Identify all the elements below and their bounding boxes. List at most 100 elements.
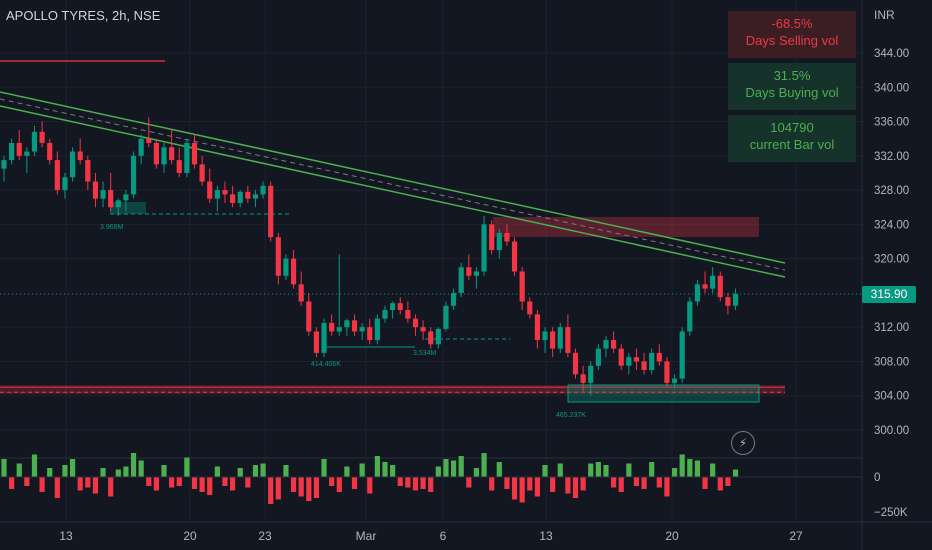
- bolt-icon[interactable]: ⚡: [731, 431, 755, 455]
- candle-body: [207, 181, 213, 199]
- candle-body: [473, 271, 480, 276]
- candle-body: [664, 361, 670, 383]
- volume-bar: [313, 477, 320, 498]
- candle-body: [611, 340, 617, 349]
- volume-bar: [306, 477, 312, 501]
- candle-body: [245, 191, 251, 199]
- candle-body: [542, 331, 548, 341]
- price-tick-label: 328.00: [874, 185, 909, 197]
- volume-bar: [511, 477, 518, 500]
- currency-label: INR: [874, 8, 895, 22]
- price-tick-label: 304.00: [874, 391, 909, 403]
- candle-body: [85, 160, 91, 182]
- current-bar-vol-box: 104790 current Bar vol: [728, 115, 856, 162]
- candle-body: [329, 322, 335, 332]
- candle-body: [123, 194, 129, 201]
- volume-bar: [534, 477, 540, 497]
- candle-body: [435, 328, 441, 345]
- selling-pct: -68.5%: [771, 16, 813, 31]
- volume-bar: [214, 466, 220, 477]
- candle-body: [24, 151, 30, 156]
- candle-body: [92, 181, 99, 199]
- candle-body: [450, 292, 457, 306]
- candle-body: [184, 142, 190, 173]
- candle-body: [534, 314, 540, 341]
- candle-body: [405, 310, 411, 319]
- volume-label: 465.237K: [556, 412, 586, 419]
- time-tick-label: 13: [539, 529, 553, 543]
- candle-body: [725, 297, 731, 306]
- candle-body: [115, 200, 121, 208]
- volume-bar: [123, 466, 129, 477]
- candle-body: [237, 191, 243, 203]
- volume-bar: [633, 477, 640, 486]
- volume-bar: [69, 459, 76, 477]
- volume-bar: [435, 466, 441, 477]
- candle-body: [351, 320, 358, 332]
- volume-bar: [572, 477, 579, 498]
- candle-body: [572, 352, 579, 375]
- volume-bar: [496, 462, 502, 477]
- candle-body: [100, 190, 106, 199]
- volume-bar: [390, 465, 396, 477]
- volume-bar: [664, 477, 670, 497]
- candle-body: [671, 378, 678, 383]
- volume-bar: [130, 453, 137, 477]
- buying-pct: 31.5%: [773, 68, 811, 83]
- volume-bar: [283, 465, 289, 477]
- volume-bar: [161, 465, 167, 477]
- volume-bar: [54, 477, 60, 498]
- price-tick-label: 336.00: [874, 117, 909, 129]
- candle-body: [496, 232, 502, 251]
- volume-bar: [595, 462, 601, 477]
- candle-body: [230, 194, 236, 203]
- volume-bar: [618, 477, 624, 492]
- volume-bar: [412, 477, 419, 491]
- buying-label: Days Buying vol: [745, 85, 839, 100]
- candle-body: [603, 340, 609, 349]
- candle-body: [382, 310, 388, 319]
- volume-bar: [710, 463, 716, 477]
- volume-bar: [694, 460, 701, 477]
- candle-body: [214, 190, 220, 199]
- support-zone: [0, 385, 785, 395]
- volume-bar: [290, 477, 297, 492]
- volume-bar: [717, 477, 723, 491]
- price-tick-label: 320.00: [874, 254, 909, 266]
- candle-body: [283, 258, 289, 276]
- volume-bar: [1, 459, 7, 477]
- candle-body: [550, 331, 556, 349]
- candle-body: [504, 232, 510, 242]
- candle-body: [595, 348, 601, 366]
- time-tick-label: 13: [59, 529, 73, 543]
- volume-bar: [367, 477, 373, 494]
- candle-body: [374, 318, 380, 341]
- volume-bar: [176, 477, 182, 486]
- volume-bar: [679, 454, 685, 477]
- price-tick-label: 340.00: [874, 82, 909, 94]
- candle-body: [466, 267, 472, 276]
- candle-body: [268, 185, 274, 238]
- volume-bar: [100, 468, 106, 477]
- candle-body: [54, 160, 60, 191]
- candle-body: [1, 160, 7, 169]
- candle-body: [298, 284, 304, 302]
- candle-body: [702, 284, 708, 289]
- candle-body: [47, 142, 53, 161]
- candle-body: [458, 267, 464, 293]
- candle-body: [199, 164, 205, 182]
- candle-body: [344, 320, 350, 328]
- time-tick-label: 6: [440, 529, 447, 543]
- candle-body: [108, 190, 114, 208]
- volume-bar: [542, 465, 548, 477]
- candle-body: [397, 303, 403, 311]
- volume-bar: [588, 463, 594, 477]
- candle-body: [130, 155, 137, 195]
- volume-bar: [527, 477, 533, 491]
- volume-bar: [298, 477, 304, 497]
- volume-bar: [108, 477, 114, 497]
- volume-bar: [92, 477, 99, 494]
- candle-body: [527, 301, 533, 315]
- candle-body: [710, 275, 716, 289]
